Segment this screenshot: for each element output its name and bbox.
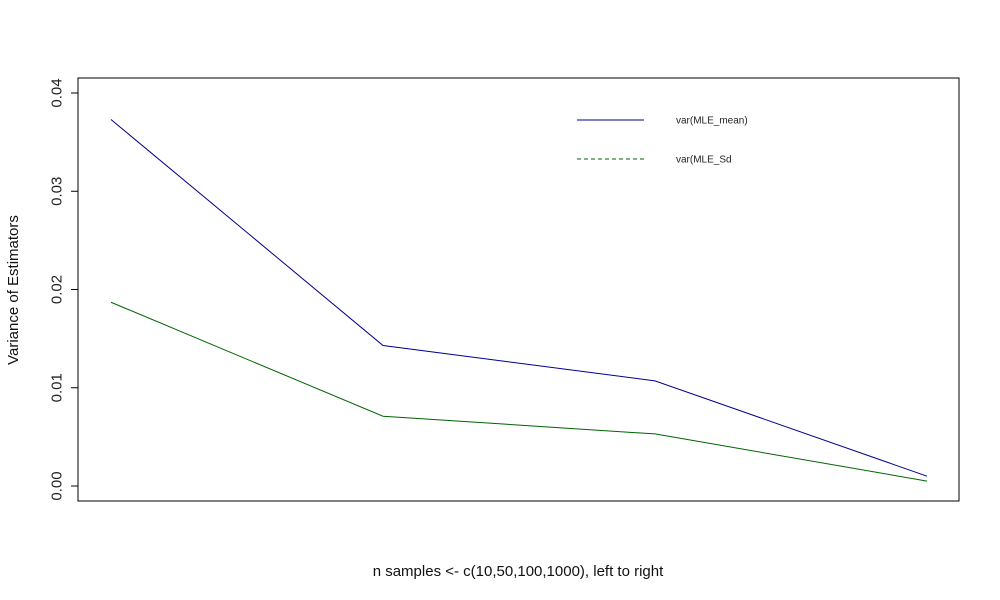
legend: var(MLE_mean) var(MLE_Sd [577,116,748,166]
series-line-2 [110,301,928,482]
legend-label-2: var(MLE_Sd [676,155,732,166]
y-tick-label: 0.01 [48,373,65,402]
y-tick-label: 0.02 [48,275,65,304]
y-tick-label: 0.03 [48,177,65,206]
y-axis: 0.00 0.01 0.02 0.03 0.04 [48,78,79,501]
legend-label-1: var(MLE_mean) [676,116,748,127]
x-axis-label: n samples <- c(10,50,100,1000), left to … [373,563,664,580]
y-tick-label: 0.00 [48,471,65,500]
y-tick-label: 0.04 [48,78,65,107]
series-line-1 [110,119,928,477]
series-layer [110,119,928,482]
y-axis-label: Variance of Estimators [5,215,22,365]
